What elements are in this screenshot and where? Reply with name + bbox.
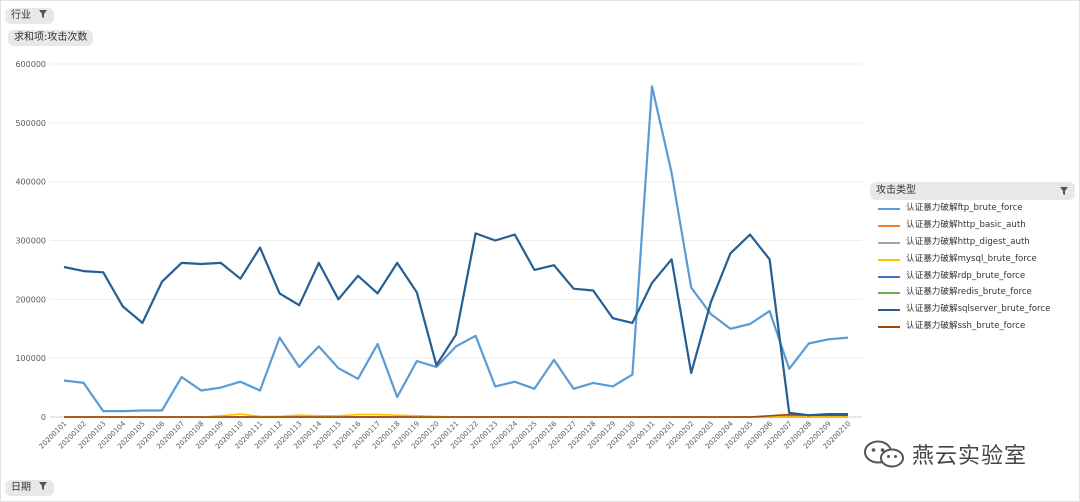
industry-filter-button[interactable]: 行业 — [5, 8, 55, 24]
y-tick-label: 400000 — [15, 178, 46, 187]
legend-swatch — [878, 309, 900, 312]
legend-title: 攻击类型 — [876, 185, 916, 196]
legend-item[interactable]: 认证暴力破解sqlserver_brute_force — [870, 301, 1075, 318]
legend-swatch — [878, 258, 900, 261]
x-axis-ticks: 2020010120200102202001032020010420200105… — [38, 419, 853, 450]
y-tick-label: 600000 — [15, 60, 46, 69]
filter-dropdown-icon — [1060, 187, 1068, 195]
legend-item[interactable]: 认证暴力破解redis_brute_force — [870, 284, 1075, 301]
legend-label: 认证暴力破解sqlserver_brute_force — [906, 304, 1051, 315]
y-tick-label: 100000 — [15, 354, 46, 363]
y-tick-label: 200000 — [15, 295, 46, 304]
legend-item[interactable]: 认证暴力破解ssh_brute_force — [870, 318, 1075, 335]
legend-swatch — [878, 326, 900, 329]
wechat-icon — [864, 440, 904, 468]
legend-swatch — [878, 292, 900, 295]
legend-label: 认证暴力破解rdp_brute_force — [906, 270, 1026, 281]
legend-label: 认证暴力破解ftp_brute_force — [906, 203, 1023, 213]
filter-dropdown-icon — [39, 482, 48, 490]
y-tick-label: 0 — [41, 413, 46, 422]
date-filter-label: 日期 — [11, 482, 31, 493]
gridlines — [50, 63, 862, 418]
series-line-6 — [63, 232, 848, 417]
legend-items: 认证暴力破解ftp_brute_force 认证暴力破解http_basic_au… — [870, 200, 1075, 335]
legend-swatch — [878, 275, 900, 278]
legend-label: 认证暴力破解http_digest_auth — [906, 236, 1030, 247]
legend-swatch — [878, 241, 900, 244]
measure-field-label: 求和项:攻击次数 — [14, 32, 88, 43]
legend-item[interactable]: 认证暴力破解http_digest_auth — [870, 234, 1075, 251]
legend-item[interactable]: 认证暴力破解rdp_brute_force — [870, 268, 1075, 285]
filter-dropdown-icon — [39, 10, 48, 18]
measure-field-button[interactable]: 求和项:攻击次数 — [8, 30, 94, 46]
legend-label: 认证暴力破解redis_brute_force — [906, 287, 1032, 298]
legend-item[interactable]: 认证暴力破解http_basic_auth — [870, 217, 1075, 234]
y-tick-label: 500000 — [15, 119, 46, 128]
legend-item[interactable]: 认证暴力破解mysql_brute_force — [870, 251, 1075, 268]
legend-label: 认证暴力破解http_basic_auth — [906, 219, 1026, 230]
series-lines — [63, 85, 849, 418]
legend-filter-button[interactable]: 攻击类型 — [870, 182, 1075, 200]
watermark: 燕云实验室 — [862, 438, 1027, 470]
legend-swatch — [878, 208, 900, 210]
industry-filter-label: 行业 — [11, 10, 31, 21]
legend-swatch — [878, 224, 900, 227]
legend-label: 认证暴力破解ssh_brute_force — [906, 321, 1026, 332]
series-line-7 — [64, 413, 848, 418]
legend-label: 认证暴力破解mysql_brute_force — [906, 253, 1037, 264]
y-axis-ticks: 0 100000 200000 300000 400000 500000 600000 — [15, 60, 46, 422]
series-line-0 — [63, 85, 849, 413]
legend: 攻击类型 认证暴力破解ftp_brute_force 认证暴力破解http_bas… — [870, 182, 1075, 335]
watermark-text: 燕云实验室 — [912, 444, 1028, 469]
date-filter-button[interactable]: 日期 — [5, 480, 55, 496]
legend-item[interactable]: 认证暴力破解ftp_brute_force — [870, 200, 1075, 217]
y-tick-label: 300000 — [15, 237, 46, 246]
